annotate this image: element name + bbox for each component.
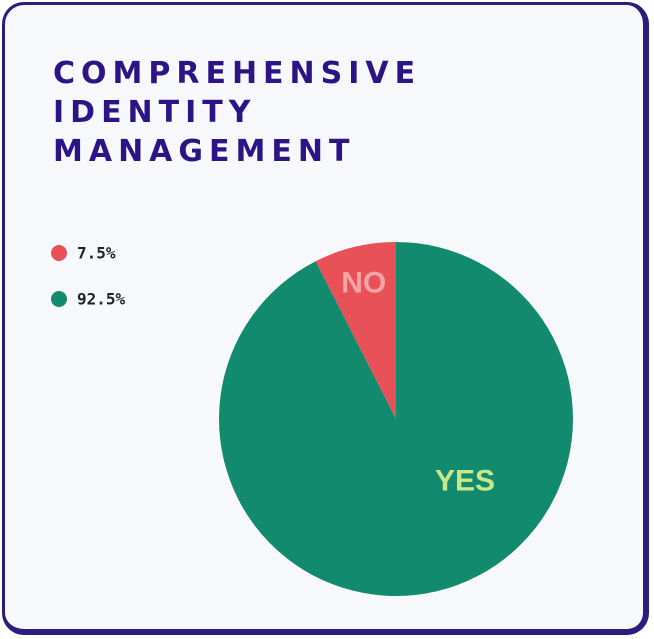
legend-label: 92.5% — [77, 290, 126, 309]
chart-title: COMPREHENSIVE IDENTITY MANAGEMENT — [53, 56, 422, 169]
pie-slice — [219, 242, 574, 596]
legend-swatch — [51, 291, 67, 307]
slice-label: YES — [435, 465, 495, 498]
slice-label: NO — [341, 267, 386, 300]
legend-swatch — [51, 245, 67, 261]
legend-label: 7.5% — [77, 244, 116, 263]
pie-slice — [315, 242, 396, 419]
